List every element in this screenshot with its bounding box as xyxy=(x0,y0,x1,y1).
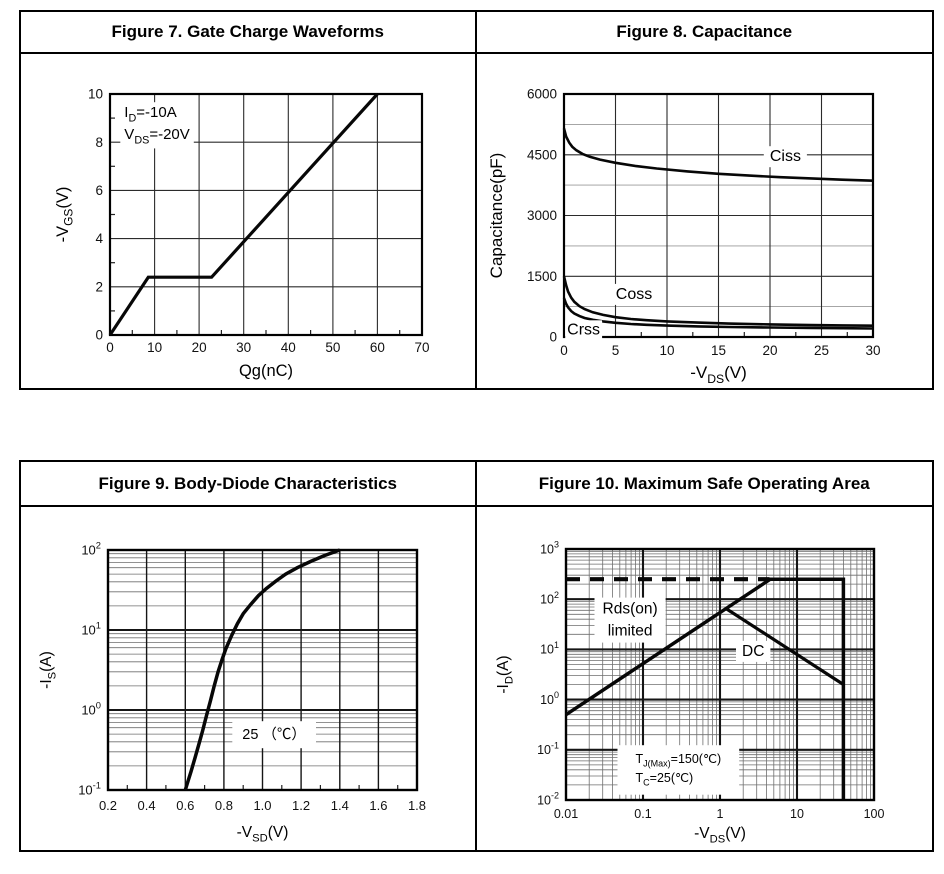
figure7-panel: Figure 7. Gate Charge Waveforms 0 10 20 30 4… xyxy=(21,12,477,388)
svg-text:8: 8 xyxy=(95,135,103,150)
svg-text:10: 10 xyxy=(147,340,162,355)
svg-text:0.01: 0.01 xyxy=(553,807,577,821)
svg-text:Ciss: Ciss xyxy=(769,148,800,165)
svg-text:10: 10 xyxy=(659,343,674,358)
svg-text:VDS=-20V: VDS=-20V xyxy=(124,126,189,146)
svg-text:1.4: 1.4 xyxy=(331,798,349,813)
svg-text:Crss: Crss xyxy=(567,321,600,338)
svg-text:103: 103 xyxy=(540,540,559,557)
svg-text:5: 5 xyxy=(611,343,619,358)
svg-text:100: 100 xyxy=(540,690,559,707)
svg-text:TC=25(℃): TC=25(℃) xyxy=(635,771,693,788)
svg-text:30: 30 xyxy=(865,343,880,358)
svg-text:Capacitance(pF): Capacitance(pF) xyxy=(487,153,506,279)
svg-text:1.2: 1.2 xyxy=(292,798,310,813)
svg-text:101: 101 xyxy=(540,640,559,657)
svg-text:limited: limited xyxy=(607,623,652,640)
figure10-panel: Figure 10. Maximum Safe Operating Area 0… xyxy=(476,462,933,850)
svg-text:1500: 1500 xyxy=(526,269,556,284)
svg-text:0.8: 0.8 xyxy=(215,798,233,813)
figure8-body: 0 5 10 15 20 25 30 0 1500 3000 4500 6000 -VDS(V) Capa… xyxy=(477,54,933,388)
figure10-body: 0.01 0.1 1 10 100 10-2 10-1 100 101 102 103 -VDS(V)… xyxy=(477,507,933,850)
svg-text:-VDS(V): -VDS(V) xyxy=(694,825,746,845)
figure9-title: Figure 9. Body-Diode Characteristics xyxy=(21,462,475,507)
svg-text:ID=-10A: ID=-10A xyxy=(124,104,176,124)
svg-text:-VGS(V): -VGS(V) xyxy=(54,187,76,243)
figure7-title: Figure 7. Gate Charge Waveforms xyxy=(21,12,475,54)
svg-text:50: 50 xyxy=(325,340,340,355)
svg-text:10-2: 10-2 xyxy=(537,791,559,808)
svg-text:2: 2 xyxy=(95,279,103,294)
svg-text:4500: 4500 xyxy=(526,147,556,162)
svg-text:10: 10 xyxy=(88,87,103,102)
svg-text:25 （℃）: 25 （℃） xyxy=(242,726,306,743)
svg-text:100: 100 xyxy=(81,700,101,718)
svg-text:10: 10 xyxy=(790,807,804,821)
svg-text:0.2: 0.2 xyxy=(99,798,117,813)
svg-text:10-1: 10-1 xyxy=(537,741,559,758)
svg-text:Rds(on): Rds(on) xyxy=(602,601,657,618)
svg-text:0.1: 0.1 xyxy=(634,807,651,821)
svg-text:DC: DC xyxy=(742,643,764,660)
svg-text:TJ(Max)=150(℃): TJ(Max)=150(℃) xyxy=(635,752,721,769)
figure9-panel: Figure 9. Body-Diode Characteristics 0.2… xyxy=(21,462,477,850)
figure8-panel: Figure 8. Capacitance 0 5 10 15 20 25 30 0 1500 3… xyxy=(476,12,933,388)
svg-text:Qg(nC): Qg(nC) xyxy=(239,362,293,380)
svg-text:1.0: 1.0 xyxy=(253,798,271,813)
gate-charge-chart: 0 10 20 30 40 50 60 70 0 2 4 6 8 10 Qg(nC) -VGS(V) ID=-1… xyxy=(54,87,430,380)
safe-operating-area-chart: 0.01 0.1 1 10 100 10-2 10-1 100 101 102 103 -VDS(V)… xyxy=(495,540,884,846)
svg-text:102: 102 xyxy=(540,590,559,607)
svg-text:Coss: Coss xyxy=(615,286,651,303)
figure-table-top: Figure 7. Gate Charge Waveforms 0 10 20 30 4… xyxy=(19,10,934,390)
svg-text:100: 100 xyxy=(863,807,884,821)
svg-text:0: 0 xyxy=(560,343,568,358)
svg-text:0: 0 xyxy=(95,328,103,343)
svg-text:4: 4 xyxy=(95,231,103,246)
svg-text:1.6: 1.6 xyxy=(369,798,387,813)
svg-text:0: 0 xyxy=(549,330,557,345)
svg-text:0.4: 0.4 xyxy=(138,798,156,813)
svg-text:1.8: 1.8 xyxy=(408,798,426,813)
svg-text:-VSD(V): -VSD(V) xyxy=(237,824,289,844)
svg-text:6: 6 xyxy=(95,183,103,198)
svg-text:102: 102 xyxy=(81,540,101,558)
svg-text:20: 20 xyxy=(192,340,207,355)
svg-text:70: 70 xyxy=(414,340,429,355)
figure7-body: 0 10 20 30 40 50 60 70 0 2 4 6 8 10 Qg(nC) -VGS(V) ID=-1… xyxy=(21,54,475,388)
figure9-body: 0.2 0.4 0.6 0.8 1.0 1.2 1.4 1.6 1.8 10-1 100 101 102… xyxy=(21,507,475,850)
svg-text:0.6: 0.6 xyxy=(176,798,194,813)
svg-text:10-1: 10-1 xyxy=(78,780,101,798)
svg-text:101: 101 xyxy=(81,620,101,638)
capacitance-chart: 0 5 10 15 20 25 30 0 1500 3000 4500 6000 -VDS(V) Capa… xyxy=(487,87,881,386)
svg-text:40: 40 xyxy=(281,340,296,355)
svg-text:15: 15 xyxy=(710,343,725,358)
svg-text:0: 0 xyxy=(106,340,114,355)
svg-text:25: 25 xyxy=(813,343,828,358)
figure8-title: Figure 8. Capacitance xyxy=(476,12,932,54)
svg-text:6000: 6000 xyxy=(526,87,556,102)
svg-text:-ID(A): -ID(A) xyxy=(495,655,515,693)
body-diode-chart: 0.2 0.4 0.6 0.8 1.0 1.2 1.4 1.6 1.8 10-1 100 101 102… xyxy=(38,540,426,845)
svg-text:-VDS(V): -VDS(V) xyxy=(690,363,747,386)
svg-text:20: 20 xyxy=(762,343,777,358)
svg-text:30: 30 xyxy=(236,340,251,355)
svg-text:3000: 3000 xyxy=(526,208,556,223)
figure10-title: Figure 10. Maximum Safe Operating Area xyxy=(476,462,932,507)
svg-text:1: 1 xyxy=(716,807,723,821)
svg-text:60: 60 xyxy=(370,340,385,355)
figure-table-bottom: Figure 9. Body-Diode Characteristics 0.2… xyxy=(19,460,934,852)
svg-text:-IS(A): -IS(A) xyxy=(38,651,58,689)
